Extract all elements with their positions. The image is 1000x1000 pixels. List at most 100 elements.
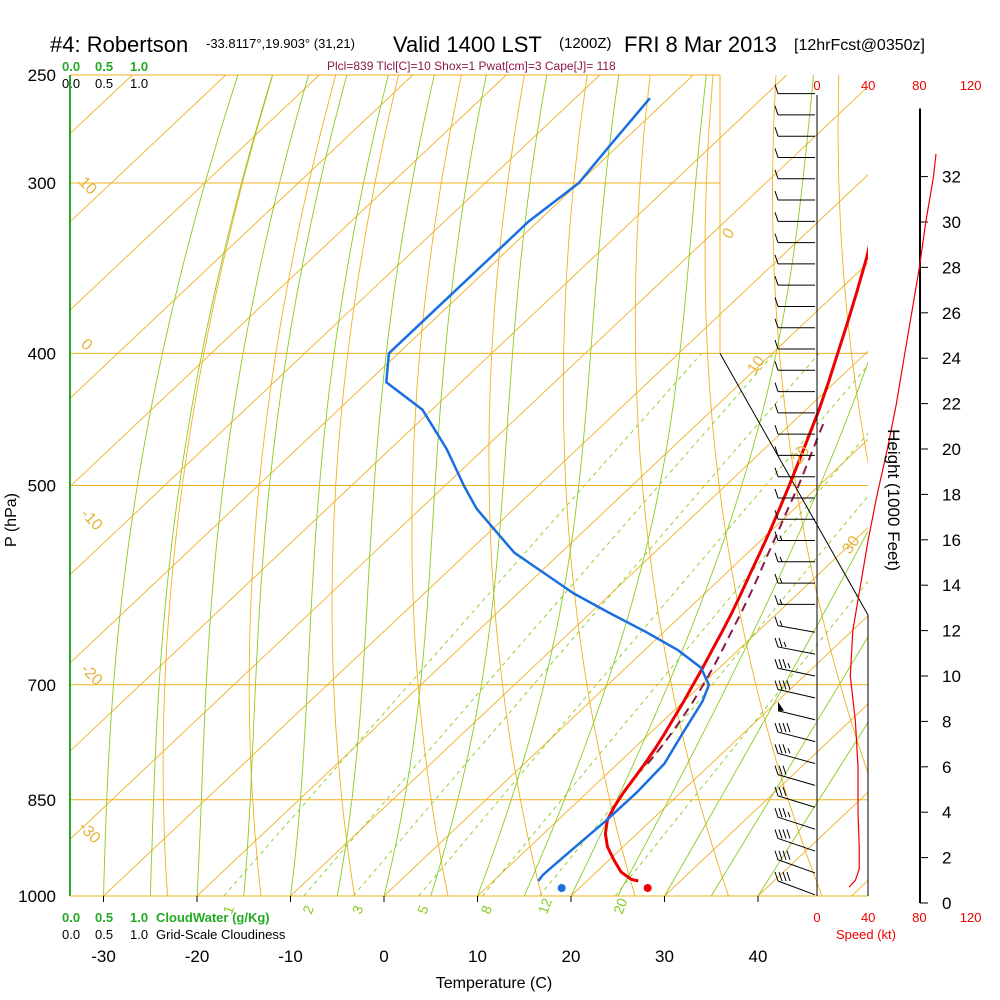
cloudiness-tick: 0.5 <box>95 927 113 942</box>
moist-adiabat-line <box>243 75 348 896</box>
wind-barb <box>774 361 815 371</box>
wind-barb <box>774 127 815 137</box>
wind-barb-staff <box>777 625 816 633</box>
wind-barb-flag <box>774 105 779 116</box>
wind-panel-diagonal <box>719 353 869 896</box>
dry-adiabat-line <box>162 75 274 896</box>
wind-barb <box>774 850 816 874</box>
x-tick-label: 40 <box>749 947 768 966</box>
wind-barb-staff <box>777 859 816 874</box>
wind-barb-flag <box>774 786 779 797</box>
wind-barb <box>774 339 815 350</box>
x-tick-label: 0 <box>379 947 388 966</box>
wind-barb-half-flag <box>783 641 787 648</box>
wind-barb-staff <box>777 880 816 896</box>
wind-barb-flag <box>774 531 779 541</box>
wind-barb-flag <box>778 659 783 669</box>
height-tick-label: 14 <box>942 576 961 595</box>
x-tick-label: 20 <box>562 947 581 966</box>
wind-barb-flag <box>782 744 787 754</box>
wind-barb-flag <box>774 169 779 179</box>
cloudiness-label: Grid-Scale Cloudiness <box>156 927 286 942</box>
wind-barb-flag <box>782 680 787 690</box>
moist-adiabat-line <box>523 75 707 896</box>
height-tick-label: 12 <box>942 622 961 641</box>
wind-barb-flag <box>778 680 783 690</box>
height-tick-label: 10 <box>942 667 961 686</box>
wind-barb-staff <box>777 774 816 786</box>
station-coords: -33.8117°,19.903° (31,21) <box>206 36 355 51</box>
plot-frame <box>69 74 869 897</box>
mixing-ratio-label: 20 <box>610 896 630 916</box>
sounding-series <box>385 97 868 893</box>
wind-barb <box>774 510 815 520</box>
speed-tick-top: 40 <box>861 78 875 93</box>
wind-barb <box>774 871 816 896</box>
x-tick-label: 30 <box>655 947 674 966</box>
wind-barb-half-flag <box>779 535 783 541</box>
height-tick-label: 32 <box>942 168 961 187</box>
cloudwater-tick: 0.0 <box>62 59 80 74</box>
x-tick-label: -20 <box>185 947 210 966</box>
speed-tick-top: 120 <box>960 78 982 93</box>
valid-time: Valid 1400 LST <box>393 32 542 57</box>
wind-barb <box>774 808 816 830</box>
valid-date: FRI 8 Mar 2013 <box>624 32 777 57</box>
wind-barb-flag <box>778 722 783 733</box>
isotherm-line <box>477 526 868 896</box>
wind-barb-pennant <box>778 701 784 711</box>
cloud-scale-top: 0.0 0.5 1.0 0.0 0.5 1.0 <box>62 59 148 91</box>
forecast-info: [12hrFcst@0350z] <box>794 37 925 54</box>
wind-barb <box>774 552 815 563</box>
isotherm-line <box>851 879 868 896</box>
wind-barb <box>774 744 816 765</box>
dry-adiabat-line <box>248 75 337 896</box>
speed-tick-top: 0 <box>813 78 820 93</box>
wind-barb-staff <box>777 667 816 677</box>
pressure-tick-label: 1000 <box>18 887 56 906</box>
wind-barb-flag <box>774 403 779 414</box>
mixing-ratio-label: 5 <box>414 903 432 916</box>
cloudwater-tick: 0.5 <box>95 59 113 74</box>
wind-speed-line <box>848 153 937 888</box>
height-tick-label: 22 <box>942 395 961 414</box>
wind-barb-flag <box>782 722 787 733</box>
wind-barb-flag <box>778 871 783 882</box>
wind-barb-flag <box>774 318 779 328</box>
wind-barb-flag <box>774 765 779 775</box>
wind-barb <box>774 722 816 743</box>
wind-barb-staff <box>777 752 816 765</box>
speed-tick-top: 80 <box>912 78 926 93</box>
temperature-line <box>603 244 868 883</box>
wind-barb-flag <box>774 339 779 350</box>
wind-barb <box>774 233 815 244</box>
wind-barb-flag <box>778 808 783 818</box>
wind-barb-flag <box>774 446 779 456</box>
wind-barb-flag <box>782 850 787 860</box>
wind-barb-staff <box>777 731 816 743</box>
wind-barb-flag <box>786 850 791 860</box>
wind-barb-flag <box>774 680 779 690</box>
isotherm-label: 10 <box>75 174 100 199</box>
mixing-ratio-line <box>303 353 775 896</box>
wind-barb-flag <box>774 595 779 605</box>
height-axis-label: Height (1000 Feet) <box>884 429 903 571</box>
wind-barb <box>774 84 815 95</box>
wind-barb <box>774 424 815 435</box>
wind-barb <box>774 786 816 808</box>
x-axis-label: Temperature (C) <box>436 975 552 992</box>
y-axis-label: P (hPa) <box>3 493 20 547</box>
sounding-params: Plcl=839 Tlcl[C]=10 Shox=1 Pwat[cm]=3 Ca… <box>327 59 616 73</box>
height-tick-label: 24 <box>942 349 961 368</box>
cloud-scale-bottom: 0.0 0.5 1.0 CloudWater (g/Kg) 0.0 0.5 1.… <box>62 910 286 942</box>
isotherm-line <box>70 75 320 311</box>
moist-adiabat-line <box>196 75 310 896</box>
moist-adiabat-line <box>383 75 487 896</box>
cloudwater-tick: 0.5 <box>95 910 113 925</box>
wind-barb-flag <box>778 829 783 839</box>
parcel-line <box>646 422 825 765</box>
x-tick-label: -10 <box>278 947 303 966</box>
wind-barb-staff <box>777 646 816 655</box>
isotherm-label: 0 <box>719 225 738 242</box>
isotherm-line <box>664 703 868 896</box>
